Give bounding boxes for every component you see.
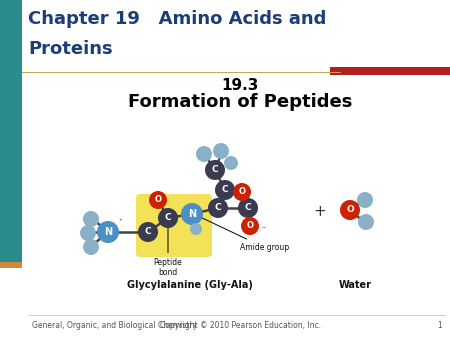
Text: $^+$: $^+$ [118,218,124,223]
Text: N: N [104,227,112,237]
Text: Peptide
bond: Peptide bond [153,227,182,277]
Circle shape [80,225,96,241]
Text: O: O [238,188,246,196]
Circle shape [213,143,229,159]
Text: C: C [245,203,251,213]
Circle shape [238,198,258,218]
Circle shape [190,223,202,235]
Circle shape [158,208,178,228]
Text: Amide group: Amide group [201,217,289,252]
Circle shape [358,214,374,230]
Circle shape [83,211,99,227]
Text: 1: 1 [437,321,442,330]
Bar [0,262,22,268]
Bar [330,67,450,75]
Text: N: N [188,209,196,219]
Text: O: O [154,195,162,204]
Text: Water: Water [338,280,372,290]
Text: C: C [165,214,171,222]
Text: $^-$: $^-$ [260,225,266,231]
Circle shape [340,200,360,220]
Text: C: C [212,166,218,174]
Text: Proteins: Proteins [28,40,112,58]
Circle shape [138,222,158,242]
Circle shape [83,239,99,255]
Circle shape [215,180,235,200]
Text: Copyright © 2010 Pearson Education, Inc.: Copyright © 2010 Pearson Education, Inc. [159,321,320,330]
Circle shape [233,183,251,201]
Circle shape [241,217,259,235]
Text: +: + [314,203,326,218]
Text: General, Organic, and Biological Chemistry: General, Organic, and Biological Chemist… [32,321,197,330]
Circle shape [357,192,373,208]
Text: Glycylalanine (Gly-Ala): Glycylalanine (Gly-Ala) [127,280,253,290]
Text: 19.3: 19.3 [221,78,259,93]
Text: C: C [222,186,228,194]
Circle shape [196,146,212,162]
FancyBboxPatch shape [136,194,212,257]
Text: C: C [215,203,221,213]
Circle shape [205,160,225,180]
Text: O: O [346,206,354,215]
Text: Chapter 19   Amino Acids and: Chapter 19 Amino Acids and [28,10,326,28]
Circle shape [181,203,203,225]
Circle shape [224,156,238,170]
Text: Formation of Peptides: Formation of Peptides [128,93,352,111]
Circle shape [208,198,228,218]
Circle shape [149,191,167,209]
Bar [0,0,22,262]
Circle shape [97,221,119,243]
Text: O: O [247,221,253,231]
Text: C: C [145,227,151,237]
